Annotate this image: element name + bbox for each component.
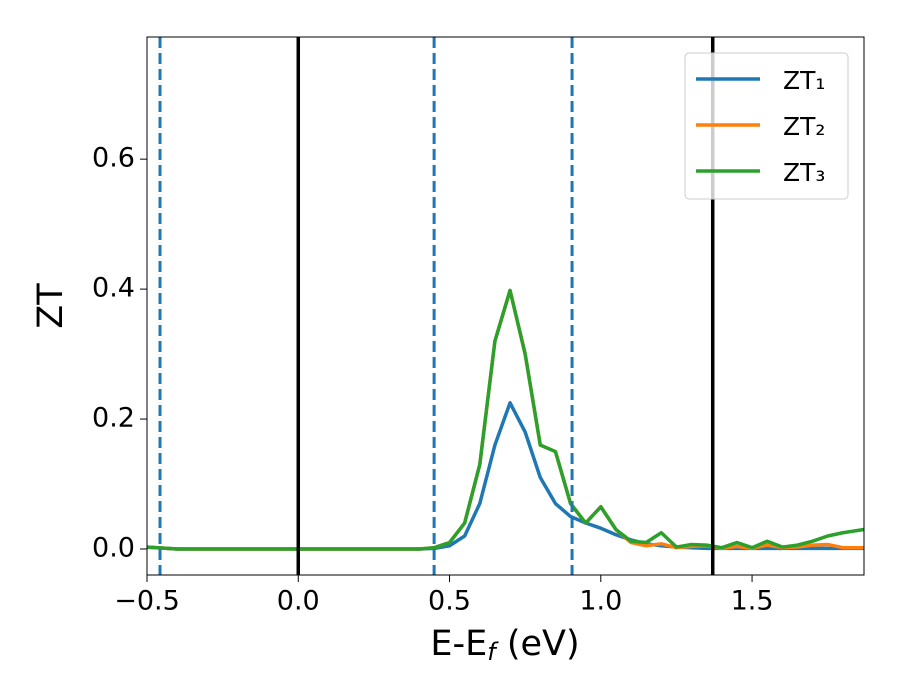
y-tick-label: 0.4: [92, 273, 135, 304]
plot-frame: [146, 36, 865, 576]
x-tick-label: 1.5: [731, 586, 774, 617]
legend-label: ZT₁: [783, 66, 825, 95]
x-tick-label: 0.0: [277, 586, 320, 617]
y-tick-label: 0.6: [92, 143, 135, 174]
x-label-main: E-E: [430, 624, 487, 664]
y-tick-label: 0.2: [92, 403, 135, 434]
x-tick-label: 0.5: [428, 586, 471, 617]
legend-label: ZT₃: [783, 158, 825, 187]
x-tick-label: −0.5: [114, 586, 180, 617]
x-tick-label: 1.0: [579, 586, 622, 617]
legend-box: [684, 52, 849, 200]
series-line: [147, 288, 864, 551]
x-label-unit: (eV): [496, 624, 580, 664]
y-tick-label: 0.0: [92, 533, 135, 564]
x-axis-label: E-Ef (eV): [430, 624, 579, 666]
y-axis-label: ZT: [31, 283, 71, 329]
legend-label: ZT₂: [783, 112, 825, 141]
series-line: [147, 401, 864, 551]
